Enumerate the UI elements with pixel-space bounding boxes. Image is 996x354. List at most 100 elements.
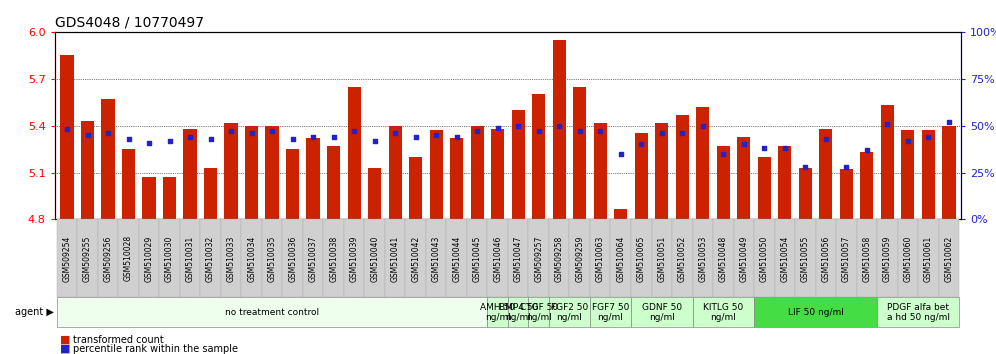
- Point: [141, 140, 157, 145]
- Bar: [901, 130, 914, 219]
- Text: GSM510049: GSM510049: [739, 235, 748, 282]
- Bar: [348, 87, 361, 219]
- Bar: [245, 126, 258, 219]
- Bar: [429, 130, 443, 219]
- Point: [941, 119, 957, 125]
- Text: transformed count: transformed count: [73, 335, 163, 345]
- Bar: [675, 115, 689, 219]
- Point: [182, 134, 198, 140]
- Point: [326, 134, 342, 140]
- Text: GSM510047: GSM510047: [514, 235, 523, 282]
- Bar: [81, 121, 95, 219]
- Point: [839, 164, 855, 170]
- Bar: [758, 157, 771, 219]
- Text: GSM510060: GSM510060: [903, 235, 912, 282]
- Point: [653, 130, 669, 136]
- Bar: [122, 149, 135, 219]
- Text: BMP4 50
ng/ml: BMP4 50 ng/ml: [499, 303, 538, 322]
- Bar: [594, 122, 607, 219]
- Point: [879, 121, 895, 127]
- Point: [244, 130, 260, 136]
- Point: [859, 147, 874, 153]
- Point: [449, 134, 465, 140]
- Text: GSM510033: GSM510033: [227, 235, 236, 282]
- Text: GSM510035: GSM510035: [268, 235, 277, 282]
- Bar: [450, 138, 463, 219]
- Text: GSM509255: GSM509255: [83, 235, 92, 282]
- Point: [80, 132, 96, 138]
- Point: [121, 136, 136, 142]
- Point: [633, 142, 649, 147]
- Point: [756, 145, 772, 151]
- Text: GSM509259: GSM509259: [576, 235, 585, 282]
- Text: ■: ■: [60, 344, 71, 354]
- Point: [777, 145, 793, 151]
- Bar: [388, 126, 401, 219]
- Bar: [327, 146, 341, 219]
- Text: LIF 50 ng/ml: LIF 50 ng/ml: [788, 308, 844, 317]
- Point: [572, 129, 588, 134]
- Text: GDS4048 / 10770497: GDS4048 / 10770497: [55, 15, 204, 29]
- Point: [264, 129, 280, 134]
- Bar: [183, 129, 197, 219]
- Text: GSM509254: GSM509254: [63, 235, 72, 282]
- Text: GSM510037: GSM510037: [309, 235, 318, 282]
- Text: GSM510065: GSM510065: [636, 235, 645, 282]
- Bar: [573, 87, 587, 219]
- Point: [798, 164, 814, 170]
- Point: [223, 129, 239, 134]
- Text: GSM510032: GSM510032: [206, 235, 215, 281]
- Text: GSM510039: GSM510039: [350, 235, 359, 282]
- Text: GSM510044: GSM510044: [452, 235, 461, 282]
- Point: [202, 136, 218, 142]
- Text: percentile rank within the sample: percentile rank within the sample: [73, 344, 238, 354]
- Text: GSM510030: GSM510030: [165, 235, 174, 282]
- Bar: [204, 168, 217, 219]
- Bar: [266, 126, 279, 219]
- Text: GSM510042: GSM510042: [411, 235, 420, 281]
- Point: [367, 138, 382, 143]
- Text: GSM510061: GSM510061: [924, 235, 933, 281]
- Text: GSM509256: GSM509256: [104, 235, 113, 282]
- Text: GSM510041: GSM510041: [390, 235, 399, 281]
- Bar: [778, 146, 792, 219]
- Text: no treatment control: no treatment control: [225, 308, 319, 317]
- Point: [490, 125, 506, 130]
- Text: GSM510029: GSM510029: [144, 235, 153, 281]
- Text: GSM510034: GSM510034: [247, 235, 256, 282]
- Text: GSM510053: GSM510053: [698, 235, 707, 282]
- Text: CTGF 50
ng/ml: CTGF 50 ng/ml: [520, 303, 558, 322]
- Bar: [368, 168, 381, 219]
- Text: GSM510059: GSM510059: [882, 235, 891, 282]
- Bar: [470, 126, 484, 219]
- Bar: [799, 168, 812, 219]
- Bar: [286, 149, 300, 219]
- Text: GSM510046: GSM510046: [493, 235, 502, 282]
- Bar: [921, 130, 935, 219]
- Bar: [491, 129, 504, 219]
- Text: GSM509258: GSM509258: [555, 235, 564, 281]
- Text: GSM510056: GSM510056: [822, 235, 831, 282]
- Point: [899, 138, 915, 143]
- Text: GSM510043: GSM510043: [431, 235, 440, 282]
- Text: GSM510057: GSM510057: [842, 235, 851, 282]
- Point: [161, 138, 177, 143]
- Text: GSM510063: GSM510063: [596, 235, 605, 282]
- Bar: [716, 146, 730, 219]
- Bar: [553, 40, 566, 219]
- Point: [531, 129, 547, 134]
- Bar: [634, 133, 648, 219]
- Text: PDGF alfa bet
a hd 50 ng/ml: PDGF alfa bet a hd 50 ng/ml: [886, 303, 949, 322]
- Text: FGF7 50
ng/ml: FGF7 50 ng/ml: [592, 303, 629, 322]
- Text: AMH 50
ng/ml: AMH 50 ng/ml: [480, 303, 515, 322]
- Text: GSM510045: GSM510045: [473, 235, 482, 282]
- Bar: [861, 152, 873, 219]
- Text: KITLG 50
ng/ml: KITLG 50 ng/ml: [703, 303, 743, 322]
- Bar: [737, 137, 750, 219]
- Text: GSM510031: GSM510031: [185, 235, 194, 281]
- Bar: [532, 95, 546, 219]
- Text: ■: ■: [60, 335, 71, 345]
- Bar: [880, 105, 894, 219]
- Bar: [142, 177, 155, 219]
- Text: agent ▶: agent ▶: [15, 307, 54, 318]
